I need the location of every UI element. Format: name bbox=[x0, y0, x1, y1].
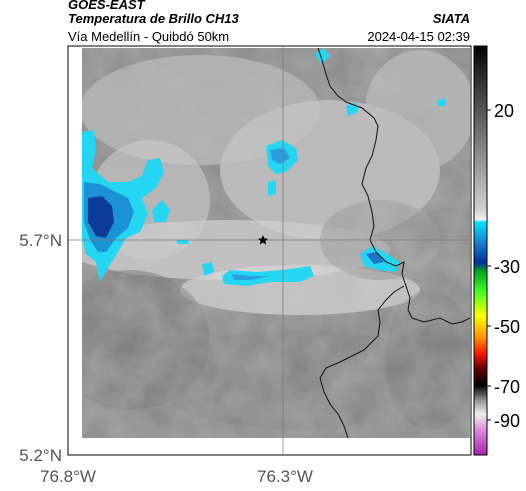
product-title: Temperatura de Brillo CH13 bbox=[68, 11, 239, 26]
location-star-marker bbox=[258, 235, 268, 245]
cloud-west bbox=[82, 130, 170, 282]
cloud-band bbox=[202, 262, 314, 286]
lat-tick-5.7: 5.7°N bbox=[19, 231, 62, 250]
colorbar-label-m70: -70 bbox=[494, 377, 520, 397]
timestamp: 2024-04-15 02:39 bbox=[367, 29, 470, 44]
agency-title: GOES-EAST bbox=[68, 0, 145, 12]
lat-tick-5.2: 5.2°N bbox=[19, 446, 62, 465]
colorbar: 20 -30 -50 -70 -90 bbox=[473, 45, 520, 456]
boundary-line-south bbox=[319, 285, 405, 438]
cloud-center bbox=[176, 140, 298, 244]
route-subtitle: Vía Medellín - Quibdó 50km bbox=[68, 29, 230, 44]
cloud-east bbox=[314, 48, 446, 272]
colorbar-label-m30: -30 bbox=[494, 257, 520, 277]
brand-label: SIATA bbox=[432, 11, 470, 26]
boundary-line bbox=[317, 48, 470, 325]
lon-tick-76.3: 76.3°W bbox=[257, 467, 313, 486]
colorbar-label-20: 20 bbox=[494, 101, 514, 121]
colorbar-label-m50: -50 bbox=[494, 317, 520, 337]
lon-tick-76.8: 76.8°W bbox=[40, 467, 96, 486]
brightness-field bbox=[82, 48, 470, 438]
colorbar-label-m90: -90 bbox=[494, 411, 520, 431]
